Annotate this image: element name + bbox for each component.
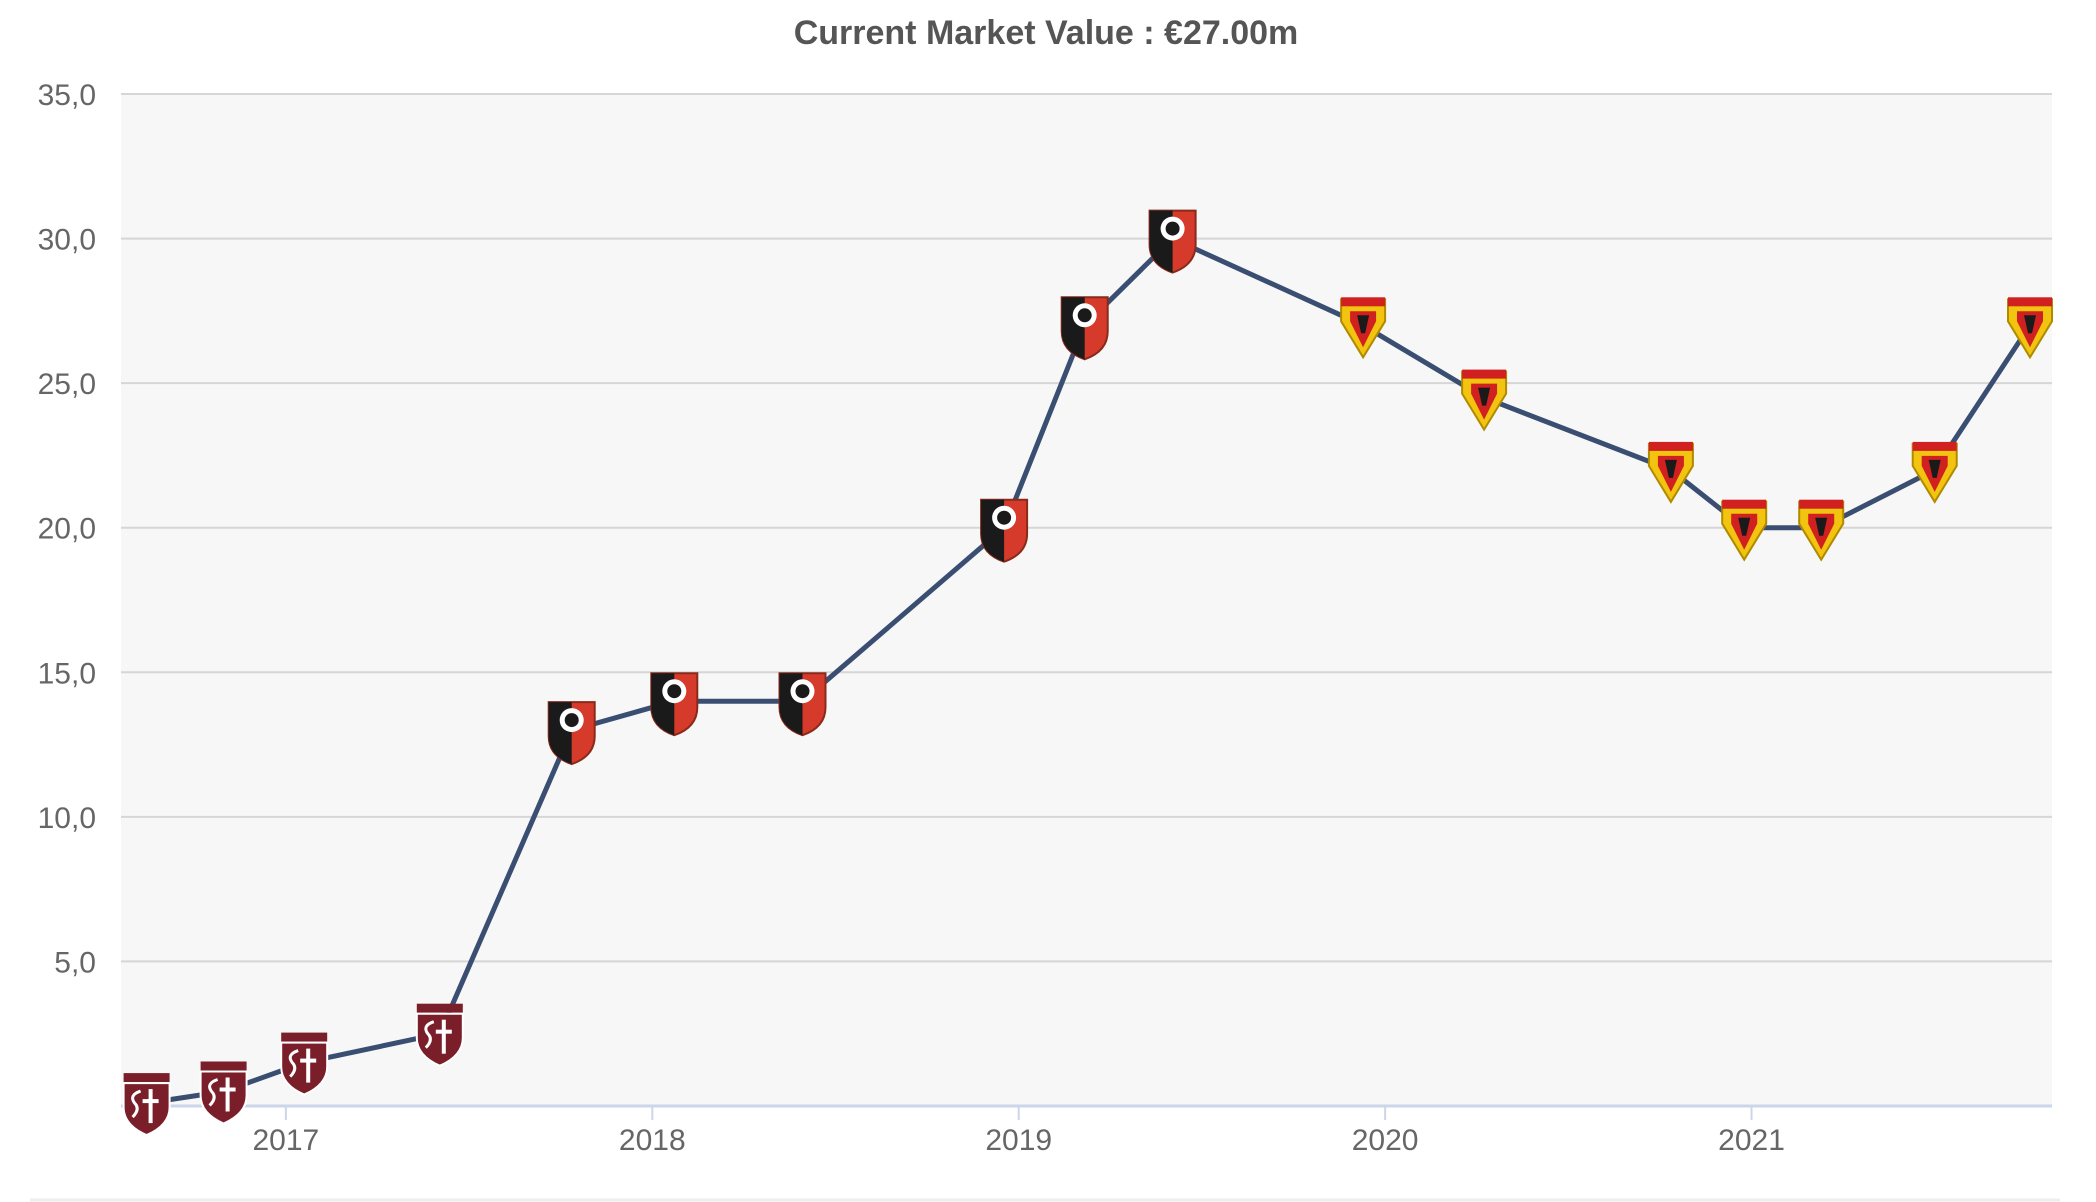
- data-point-watford-crest-icon[interactable]: [1798, 499, 1845, 562]
- data-point-watford-crest-icon[interactable]: [1340, 297, 1387, 360]
- chart-title: Current Market Value : €27.00m: [794, 14, 1299, 52]
- data-point-rennes-crest-icon[interactable]: [778, 672, 827, 737]
- gridlines: [121, 93, 2052, 963]
- data-point-watford-crest-icon[interactable]: [2007, 297, 2053, 360]
- y-tick-label: 35,0: [38, 79, 96, 112]
- data-point-watford-crest-icon[interactable]: [1721, 499, 1768, 562]
- data-point-metz-crest-icon[interactable]: [415, 1003, 464, 1067]
- data-point-watford-crest-icon[interactable]: [1911, 441, 1958, 504]
- y-tick-label: 25,0: [38, 368, 96, 401]
- x-axis-ticks: 2017 2018 2019 2020 2021: [253, 1106, 1785, 1157]
- data-point-rennes-crest-icon[interactable]: [1148, 209, 1197, 274]
- data-point-metz-crest-icon[interactable]: [122, 1073, 171, 1137]
- data-point-rennes-crest-icon[interactable]: [980, 498, 1029, 563]
- plot-background: [121, 94, 2052, 1106]
- x-tick-label: 2017: [253, 1124, 320, 1157]
- x-tick-label: 2020: [1352, 1124, 1419, 1157]
- x-tick-label: 2019: [985, 1124, 1052, 1157]
- y-tick-label: 30,0: [38, 224, 96, 257]
- x-tick-label: 2021: [1718, 1124, 1785, 1157]
- data-point-rennes-crest-icon[interactable]: [650, 672, 699, 737]
- data-point-metz-crest-icon[interactable]: [199, 1061, 248, 1125]
- data-point-watford-crest-icon[interactable]: [1647, 441, 1694, 504]
- y-tick-label: 5,0: [54, 946, 96, 979]
- y-tick-label: 10,0: [38, 802, 96, 835]
- data-point-rennes-crest-icon[interactable]: [547, 701, 596, 766]
- x-tick-label: 2018: [619, 1124, 686, 1157]
- club-crest-markers: [122, 209, 2053, 1137]
- data-point-rennes-crest-icon[interactable]: [1060, 296, 1109, 361]
- y-tick-label: 20,0: [38, 513, 96, 546]
- y-tick-label: 15,0: [38, 657, 96, 690]
- y-axis-tick-labels: 5,0 10,0 15,0 20,0 25,0 30,0 35,0: [38, 79, 96, 979]
- data-point-metz-crest-icon[interactable]: [280, 1032, 329, 1096]
- data-point-watford-crest-icon[interactable]: [1461, 369, 1508, 432]
